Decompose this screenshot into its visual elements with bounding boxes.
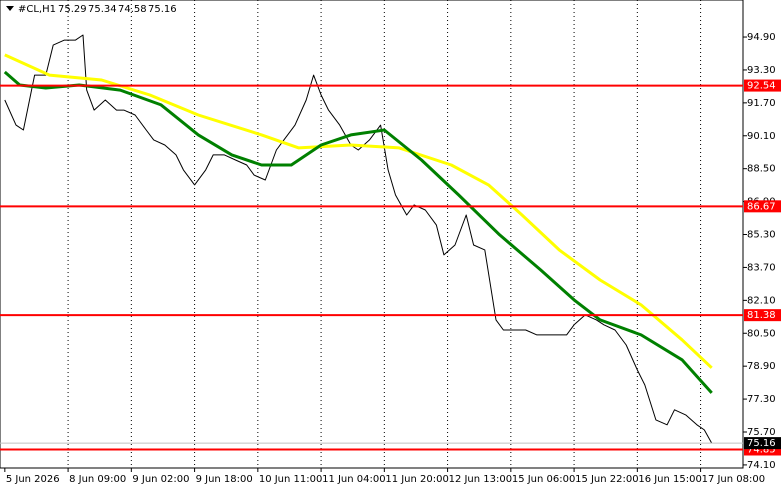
- y-tick-label: 90.10: [747, 131, 776, 142]
- y-tick-label: 74.10: [747, 460, 776, 471]
- collapse-icon: [6, 6, 14, 11]
- series-line: [4, 53, 713, 369]
- y-tick-label: 80.50: [747, 328, 776, 339]
- plot-frame: [0, 0, 744, 469]
- x-tick-label: 17 Jun 08:00: [702, 474, 766, 485]
- level-label-box: [744, 200, 781, 213]
- x-tick-label: 10 Jun 11:00: [259, 474, 323, 485]
- series-line: [3, 70, 713, 394]
- level-label-box: [744, 79, 781, 92]
- x-tick-label: 12 Jun 13:00: [449, 474, 513, 485]
- series-line: [4, 34, 713, 444]
- y-tick-label: 85.30: [747, 230, 776, 241]
- x-tick-label: 15 Jun 06:00: [512, 474, 576, 485]
- level-label: 81.38: [747, 310, 776, 321]
- x-tick-label: 11 Jun 20:00: [385, 474, 449, 485]
- level-label: 86.67: [747, 201, 776, 212]
- x-tick-label: 16 Jun 15:00: [638, 474, 702, 485]
- x-tick-label: 9 Jun 18:00: [196, 474, 253, 485]
- y-tick-label: 94.90: [747, 32, 776, 43]
- level-label: 92.54: [747, 81, 776, 92]
- chart-title: #CL,H1: [18, 4, 56, 15]
- ohlc-value: 75.34: [88, 4, 117, 15]
- ohlc-value: 75.29: [58, 4, 87, 15]
- y-tick-label: 91.70: [747, 98, 776, 109]
- x-tick-label: 8 Jun 09:00: [69, 474, 126, 485]
- y-tick-label: 88.50: [747, 164, 776, 175]
- x-tick-label: 9 Jun 02:00: [132, 474, 189, 485]
- y-tick-label: 93.30: [747, 65, 776, 76]
- ohlc-value: 75.16: [148, 4, 177, 15]
- ohlc-value: 74.58: [118, 4, 147, 15]
- x-tick-label: 5 Jun 2026: [6, 474, 60, 485]
- y-tick-label: 77.30: [747, 394, 776, 405]
- last-price-box: [744, 437, 781, 450]
- last-price-label: 75.16: [747, 438, 776, 449]
- y-tick-label: 75.70: [747, 427, 776, 438]
- level-label: 74.85: [747, 444, 776, 455]
- x-tick-label: 11 Jun 04:00: [322, 474, 386, 485]
- x-tick-label: 15 Jun 22:00: [575, 474, 639, 485]
- y-tick-label: 78.90: [747, 361, 776, 372]
- level-label-box: [744, 309, 781, 322]
- y-tick-label: 83.70: [747, 262, 776, 273]
- y-tick-label: 82.10: [747, 295, 776, 306]
